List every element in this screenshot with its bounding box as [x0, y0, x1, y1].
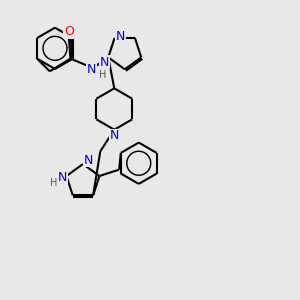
Text: N: N — [100, 56, 109, 69]
Text: N: N — [58, 171, 67, 184]
Text: H: H — [50, 178, 58, 188]
Text: N: N — [87, 63, 96, 76]
Text: N: N — [110, 129, 119, 142]
Text: H: H — [99, 70, 106, 80]
Text: N: N — [116, 30, 125, 43]
Text: O: O — [64, 25, 74, 38]
Text: N: N — [83, 154, 93, 166]
